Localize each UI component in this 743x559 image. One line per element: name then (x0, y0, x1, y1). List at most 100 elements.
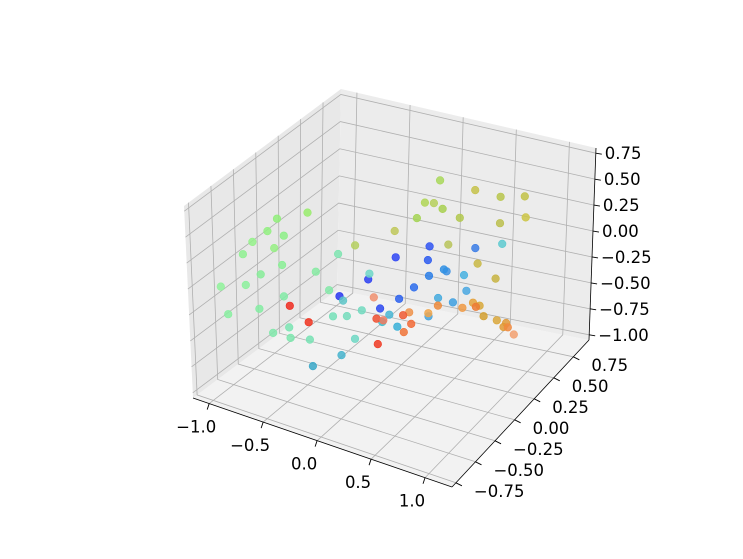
data-point (304, 318, 313, 327)
data-point (521, 213, 530, 222)
z-tick-mark (591, 282, 598, 285)
x-grid-line (424, 141, 570, 479)
back-pane (337, 89, 596, 340)
data-point (350, 334, 360, 343)
x-grid-line (208, 92, 358, 404)
z-grid-line (192, 284, 590, 394)
data-point (369, 293, 378, 302)
z-tick-mark (594, 178, 601, 181)
data-point (328, 312, 338, 321)
y-tick-label: 0.25 (552, 398, 589, 417)
data-point (479, 312, 488, 321)
data-point (337, 351, 346, 360)
y-grid-line (188, 202, 457, 484)
data-point (407, 319, 416, 329)
data-point (255, 304, 264, 313)
z-tick-mark (592, 230, 600, 233)
y-tick-label: −0.50 (493, 461, 544, 480)
data-point (438, 204, 447, 213)
z-tick-label: 0.25 (603, 196, 640, 215)
data-point (339, 296, 348, 305)
data-point (399, 328, 408, 337)
y-tick-label: −0.25 (513, 440, 564, 459)
data-point (492, 316, 501, 325)
y-tick-mark (553, 377, 560, 382)
z-grid-line (184, 94, 596, 212)
data-point (448, 298, 458, 307)
data-point (409, 283, 419, 292)
data-points (216, 176, 530, 371)
x-tick-mark (314, 440, 318, 447)
data-point (458, 303, 467, 312)
x-tick-label: 1.0 (399, 492, 425, 511)
data-point (285, 323, 294, 332)
x-tick-mark (206, 403, 210, 410)
x-tick-label: −1.0 (176, 418, 216, 437)
z-grid-line (188, 202, 593, 316)
data-point (395, 294, 404, 303)
data-point (423, 256, 433, 265)
data-point (412, 214, 422, 223)
data-point (471, 186, 480, 195)
data-point (286, 333, 295, 343)
y-axis-line (451, 339, 590, 488)
left-pane (184, 89, 341, 398)
axis-lines (192, 147, 597, 488)
x-tick-mark (368, 459, 372, 466)
data-point (270, 244, 279, 253)
x-tick-mark (422, 477, 426, 484)
x-tick-mark (260, 421, 264, 429)
data-point (390, 226, 399, 236)
data-point (471, 244, 480, 253)
data-point (509, 330, 518, 339)
data-point (462, 286, 471, 295)
data-point (434, 293, 443, 303)
data-point (376, 304, 385, 313)
data-point (263, 227, 272, 236)
data-point (520, 192, 529, 201)
data-point (373, 340, 382, 349)
data-point (269, 328, 278, 338)
data-point (308, 362, 318, 371)
data-point (311, 267, 320, 276)
data-point (503, 323, 512, 332)
z-tick-label: 0.50 (604, 170, 641, 189)
data-point (224, 310, 233, 319)
y-tick-mark (514, 419, 521, 424)
data-point (471, 302, 481, 311)
z-axis-line (588, 147, 597, 341)
y-tick-label: −0.75 (474, 482, 525, 501)
data-point (256, 270, 265, 279)
data-point (455, 213, 464, 222)
z-tick-mark (589, 334, 596, 337)
data-point (325, 286, 334, 295)
data-point (248, 237, 257, 246)
data-point (425, 242, 434, 251)
data-point (351, 241, 360, 250)
data-point (439, 265, 449, 274)
z-tick-mark (593, 204, 600, 207)
data-point (399, 311, 408, 320)
y-tick-mark (533, 398, 541, 403)
y-tick-mark (475, 461, 482, 466)
data-point (433, 301, 443, 310)
z-tick-label: −1.00 (598, 326, 649, 345)
data-point (424, 271, 434, 280)
z-tick-mark (590, 308, 597, 311)
x-grid-line (262, 104, 411, 423)
x-grid-line (316, 117, 464, 441)
data-point (238, 250, 247, 259)
data-point (391, 253, 400, 262)
data-point (342, 312, 352, 321)
data-point (436, 176, 445, 185)
x-tick-label: 0.5 (345, 473, 371, 492)
data-point (334, 249, 343, 259)
z-tick-label: −0.50 (600, 274, 651, 293)
y-grid-line (232, 169, 496, 442)
data-point (420, 198, 430, 207)
y-grid-line (299, 119, 554, 379)
data-point (216, 282, 225, 291)
data-point (357, 306, 366, 315)
